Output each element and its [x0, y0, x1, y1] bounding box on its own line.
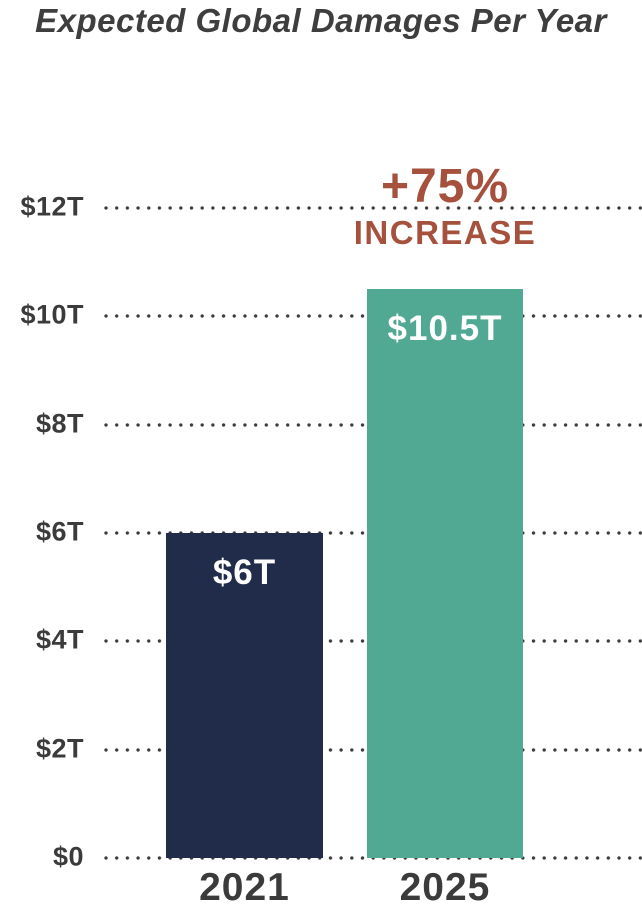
bar-value-label-2021: $6T [212, 553, 277, 592]
dotted-gridline [104, 206, 642, 210]
y-tick-label: $12T [20, 191, 84, 222]
y-tick-label: $10T [20, 299, 84, 330]
increase-word-text: INCREASE [353, 214, 537, 251]
y-tick-label: $2T [35, 732, 84, 763]
y-tick-label: $8T [35, 407, 84, 438]
y-tick-label: $6T [35, 516, 84, 547]
chart-title: Expected Global Damages Per Year [35, 2, 607, 39]
increase-percent-text: +75% [380, 160, 510, 213]
increase-annotation: +75% INCREASE [330, 160, 560, 251]
x-tick-label-2025: 2025 [399, 866, 491, 909]
dotted-gridline [104, 856, 642, 860]
y-tick-label: $0 [52, 841, 84, 872]
bar-value-label-2025: $10.5T [387, 309, 503, 349]
bar-2021: $6T [166, 533, 323, 858]
y-tick-label: $4T [35, 624, 84, 655]
bar-2025: $10.5T [367, 289, 523, 858]
x-tick-label-2021: 2021 [199, 866, 290, 909]
